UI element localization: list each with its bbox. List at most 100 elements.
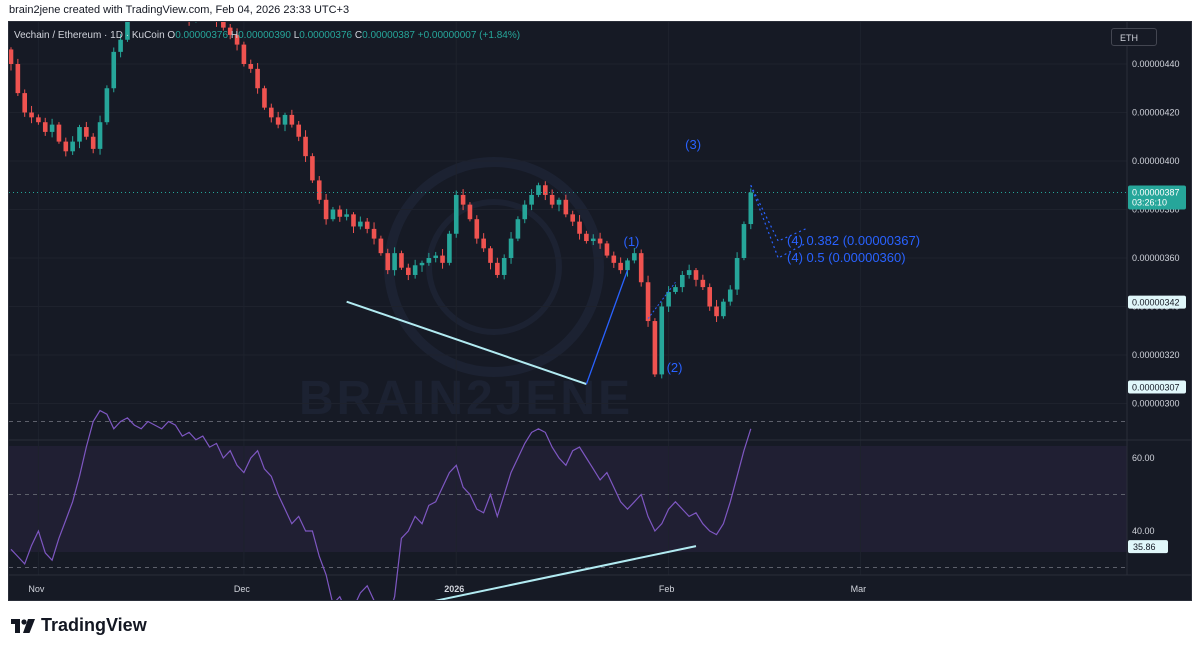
candle-body (543, 185, 548, 195)
candle-body (406, 267, 411, 275)
candle-body (618, 262, 623, 271)
candle-body (378, 238, 384, 254)
last-price-value: 0.00000387 (1132, 188, 1180, 198)
drawing-overlays: (1) (2) (3) (4) 0.382 (0.00000367) (4) 0.5 (… (346, 137, 920, 600)
price-tick-label: 0.00000400 (1132, 156, 1180, 166)
candle-body (426, 258, 432, 263)
candle-body (282, 114, 288, 125)
candle-body (741, 224, 747, 258)
fib-label-0: (4) 0.382 (0.00000367) (787, 233, 920, 248)
candle-body (344, 214, 349, 217)
tradingview-logo-icon (11, 618, 35, 633)
price-level-value: 0.00000342 (1132, 298, 1180, 308)
candle-body (447, 233, 452, 263)
grid (9, 22, 1127, 575)
candle-body (77, 127, 82, 142)
rsi-line (10, 409, 752, 600)
fib-label-1: (4) 0.5 (0.00000360) (787, 250, 906, 265)
candle-body (84, 127, 89, 137)
candle-body (549, 194, 555, 205)
candle-body (310, 156, 315, 181)
candle-body (686, 270, 692, 275)
candle-body (118, 39, 123, 52)
chart-canvas[interactable]: BRAIN2JENE (1) (2) (3) (4) 0.382 (0.0000036… (9, 22, 1192, 601)
rsi-tick-label: 40.00 (1132, 526, 1155, 536)
candle-body (234, 34, 240, 45)
candle-body (241, 44, 247, 64)
candle-body (632, 253, 637, 261)
candle-body (358, 221, 363, 227)
wave-2-dotted (647, 281, 676, 319)
candle-body (36, 117, 41, 123)
candle-body (56, 124, 62, 142)
candle-body (611, 255, 617, 263)
chart-frame[interactable]: BRAIN2JENE (1) (2) (3) (4) 0.382 (0.0000036… (8, 21, 1192, 601)
candle-body (90, 136, 96, 149)
candle-body (49, 124, 55, 132)
countdown-value: 03:26:10 (1132, 198, 1167, 208)
candle-body (323, 199, 329, 220)
candle-body (707, 287, 712, 307)
rsi-value-tag (1128, 540, 1168, 554)
rsi-band (9, 446, 1127, 552)
candle-body (515, 219, 521, 239)
candlestick-series (9, 22, 1127, 379)
time-tick-label: Feb (659, 584, 675, 594)
watermark-text: BRAIN2JENE (299, 372, 633, 425)
candle-body (269, 107, 274, 118)
candle-body (693, 270, 699, 280)
candle-body (727, 289, 733, 302)
candle-body (227, 27, 233, 35)
candle-body (625, 260, 630, 271)
candle-body (590, 238, 596, 242)
candle-body (262, 88, 267, 108)
candle-body (289, 114, 295, 125)
tradingview-brand: TradingView (41, 615, 147, 635)
candle-body (255, 68, 260, 89)
close-value: 0.00000387 (362, 30, 415, 41)
candle-body (440, 255, 445, 263)
candle-body (680, 274, 685, 288)
candle-body (467, 204, 473, 220)
candle-body (97, 122, 103, 149)
candle-body (721, 301, 726, 317)
price-tick-label: 0.00000420 (1132, 108, 1180, 118)
candle-body (652, 321, 658, 375)
candle-body (364, 221, 370, 229)
high-value: 0.00000390 (238, 30, 291, 41)
candle-body (351, 214, 356, 227)
symbol-name[interactable]: Vechain / Ethereum · 1D · KuCoin (14, 30, 165, 41)
candle-body (570, 214, 575, 222)
candle-body (529, 194, 534, 205)
candle-body (385, 253, 391, 271)
currency-selector[interactable]: ETH (1111, 28, 1157, 46)
candle-body (460, 194, 466, 205)
tradingview-logo[interactable]: TradingView (11, 615, 147, 636)
last-price-tag (1128, 185, 1186, 210)
candle-body (645, 282, 651, 322)
time-tick-label: 2026 (444, 584, 464, 594)
candle-body (419, 262, 425, 266)
candle-body (337, 209, 343, 217)
wave-1-line (585, 269, 629, 385)
candle-body (248, 64, 254, 69)
price-divergence-line (346, 300, 587, 386)
symbol-legend[interactable]: Vechain / Ethereum · 1D · KuCoin O0.0000… (14, 30, 520, 41)
candle-body (666, 291, 671, 307)
chart-caption: brain2jene created with TradingView.com,… (9, 4, 350, 16)
candle-body (9, 49, 14, 64)
candle-body (303, 136, 308, 157)
candle-body (597, 238, 603, 244)
candle-body (296, 124, 301, 137)
candle-body (453, 194, 459, 234)
rsi-divergence-line (434, 545, 697, 600)
open-label: O (167, 30, 176, 41)
open-value: 0.00000376 (175, 30, 229, 41)
candle-body (638, 253, 644, 283)
candle-body (371, 228, 377, 239)
price-tick-label: 0.00000440 (1132, 59, 1180, 69)
rsi-value-label: 35.86 (1133, 542, 1156, 552)
candle-body (714, 306, 719, 317)
rsi-tick-label: 20.00 (1132, 599, 1155, 601)
candle-body (125, 22, 130, 40)
